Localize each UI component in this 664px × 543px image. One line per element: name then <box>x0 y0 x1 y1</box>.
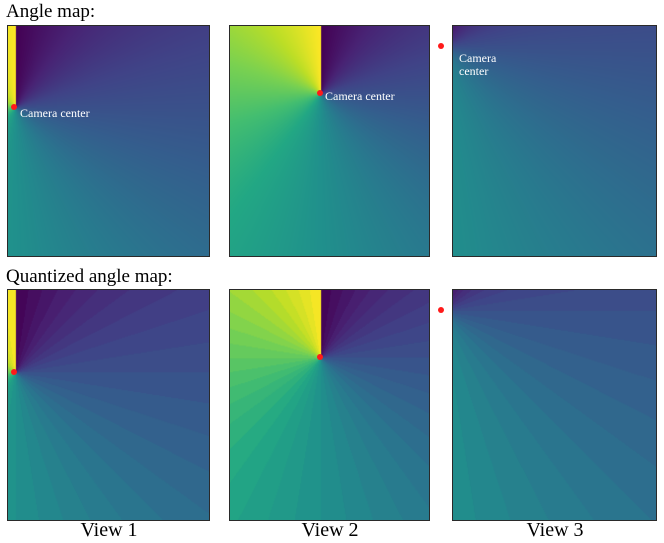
camera-center-marker <box>438 307 444 313</box>
camera-center-marker <box>317 90 323 96</box>
camera-center-marker <box>11 369 17 375</box>
angle-map-view-3 <box>452 25 657 257</box>
quantized-angle-map-view-2 <box>229 289 430 521</box>
camera-center-marker <box>317 354 323 360</box>
camera-center-label: Camera center <box>325 89 395 103</box>
quantized-angle-map-view-1 <box>7 289 210 521</box>
view-3-label: View 3 <box>526 519 584 541</box>
camera-center-marker <box>11 104 17 110</box>
camera-center-label: Camera center <box>20 106 90 120</box>
angle-map-view-2 <box>229 25 430 257</box>
view-2-label: View 2 <box>301 519 359 541</box>
camera-center-label: Camera center <box>459 51 497 78</box>
quantized-angle-map-title: Quantized angle map: <box>6 266 173 287</box>
quantized-angle-map-view-3 <box>452 289 657 521</box>
camera-center-marker <box>438 43 444 49</box>
angle-map-title: Angle map: <box>6 1 96 22</box>
angle-map-view-1 <box>7 25 210 257</box>
view-1-label: View 1 <box>80 519 138 541</box>
